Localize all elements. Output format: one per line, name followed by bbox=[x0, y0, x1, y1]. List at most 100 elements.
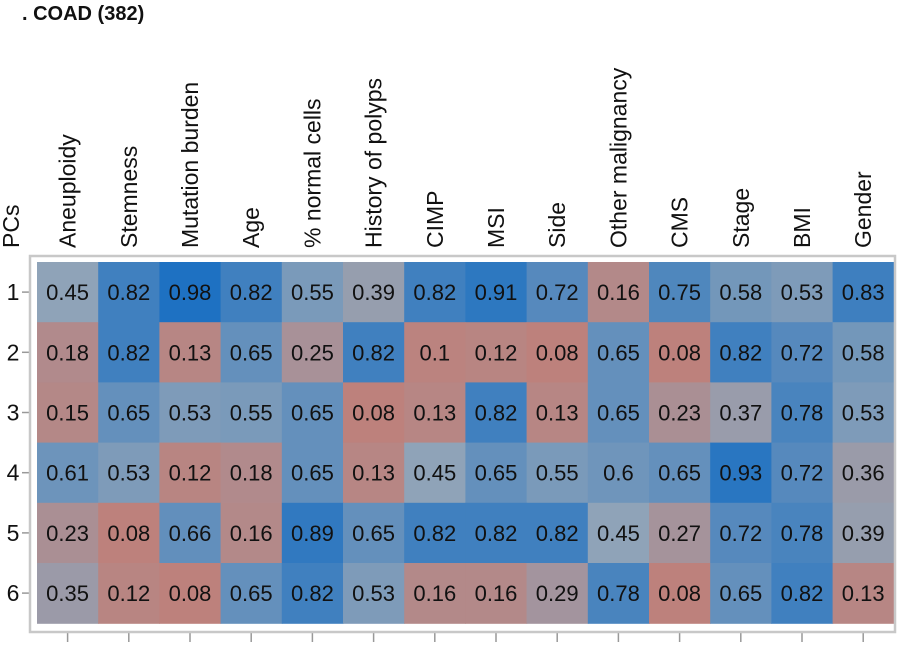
cell-value-label: 0.45 bbox=[597, 521, 640, 546]
cell-value-label: 0.16 bbox=[413, 581, 456, 606]
heatmap-cell bbox=[37, 563, 99, 624]
heatmap-cell bbox=[526, 382, 589, 444]
cell-value-label: 0.39 bbox=[352, 280, 395, 305]
heatmap-cell bbox=[771, 382, 834, 444]
heatmap-cell bbox=[98, 322, 160, 383]
cell-value-label: 0.66 bbox=[169, 521, 212, 546]
heatmap-cell bbox=[649, 563, 711, 624]
heatmap-cell bbox=[465, 322, 528, 383]
heatmap-cell bbox=[587, 262, 650, 323]
chart-title: . COAD (382) bbox=[22, 3, 144, 25]
heatmap-cell bbox=[220, 502, 283, 564]
cell-value-label: 0.82 bbox=[291, 581, 334, 606]
heatmap-cell bbox=[37, 262, 99, 323]
cell-value-label: 0.78 bbox=[781, 401, 824, 426]
heatmap-cell bbox=[343, 442, 405, 504]
cell-value-label: 0.53 bbox=[842, 401, 885, 426]
cell-value-label: 0.58 bbox=[842, 340, 885, 365]
cell-value-label: 0.53 bbox=[169, 401, 212, 426]
column-label: BMI bbox=[789, 207, 815, 248]
heatmap-cell bbox=[832, 262, 895, 323]
heatmap-cell bbox=[281, 563, 344, 624]
cell-value-label: 0.82 bbox=[413, 521, 456, 546]
heatmap-cell bbox=[465, 502, 528, 564]
cell-value-label: 0.82 bbox=[536, 521, 579, 546]
cell-value-label: 0.25 bbox=[291, 340, 334, 365]
column-label: % normal cells bbox=[299, 98, 325, 248]
cell-value-label: 0.08 bbox=[169, 581, 212, 606]
heatmap-cell bbox=[220, 563, 283, 624]
heatmap-cell bbox=[465, 563, 528, 624]
column-label: MSI bbox=[483, 207, 509, 248]
cell-value-label: 0.12 bbox=[169, 461, 212, 486]
cell-value-label: 0.72 bbox=[781, 340, 824, 365]
cell-value-label: 0.45 bbox=[46, 280, 89, 305]
column-label: CIMP bbox=[422, 191, 448, 249]
plot-frame bbox=[28, 254, 897, 634]
heatmap-cell bbox=[771, 502, 834, 564]
cell-value-label: 0.35 bbox=[46, 581, 89, 606]
cell-value-label: 0.1 bbox=[420, 340, 451, 365]
cell-value-label: 0.82 bbox=[413, 280, 456, 305]
cell-value-label: 0.82 bbox=[719, 340, 762, 365]
heatmap-cell bbox=[710, 262, 772, 323]
heatmap-cell bbox=[404, 322, 466, 383]
cell-value-label: 0.08 bbox=[536, 340, 579, 365]
heatmap-cell bbox=[710, 382, 772, 444]
row-label: 1 bbox=[7, 279, 20, 305]
heatmap-cell bbox=[98, 563, 160, 624]
column-label: Age bbox=[238, 207, 264, 248]
column-label: History of polyps bbox=[361, 78, 387, 248]
heatmap-cell bbox=[343, 502, 405, 564]
cell-value-label: 0.65 bbox=[291, 461, 334, 486]
cell-value-label: 0.55 bbox=[536, 461, 579, 486]
cell-value-label: 0.65 bbox=[291, 401, 334, 426]
cell-value-label: 0.78 bbox=[597, 581, 640, 606]
cell-value-label: 0.6 bbox=[603, 461, 634, 486]
heatmap-cell bbox=[832, 322, 895, 383]
heatmap-cell bbox=[465, 382, 528, 444]
heatmap-cell bbox=[159, 442, 222, 504]
heatmap-cell bbox=[526, 322, 589, 383]
cell-value-label: 0.18 bbox=[46, 340, 89, 365]
cell-value-label: 0.82 bbox=[475, 401, 518, 426]
cell-value-label: 0.13 bbox=[352, 461, 395, 486]
heatmap-cell bbox=[343, 322, 405, 383]
heatmap-cell bbox=[37, 382, 99, 444]
cell-value-label: 0.75 bbox=[658, 280, 701, 305]
heatmap-cell bbox=[37, 442, 99, 504]
cell-value-label: 0.08 bbox=[107, 521, 150, 546]
heatmap-cell bbox=[98, 382, 160, 444]
heatmap-cell bbox=[159, 502, 222, 564]
heatmap-cell bbox=[404, 502, 466, 564]
cell-value-label: 0.13 bbox=[413, 401, 456, 426]
heatmap-cell bbox=[526, 442, 589, 504]
heatmap-cell bbox=[649, 262, 711, 323]
row-label: 5 bbox=[7, 520, 20, 546]
cell-value-label: 0.39 bbox=[842, 521, 885, 546]
cell-value-label: 0.82 bbox=[781, 581, 824, 606]
heatmap-cell bbox=[159, 382, 222, 444]
heatmap-cell bbox=[832, 442, 895, 504]
heatmap-cell bbox=[281, 502, 344, 564]
heatmap-cell bbox=[98, 262, 160, 323]
cell-value-label: 0.93 bbox=[719, 461, 762, 486]
cell-value-label: 0.82 bbox=[230, 280, 273, 305]
heatmap-cell bbox=[587, 563, 650, 624]
heatmap-cell bbox=[649, 382, 711, 444]
heatmap-cell bbox=[649, 502, 711, 564]
heatmap-cell bbox=[771, 262, 834, 323]
cell-value-label: 0.65 bbox=[230, 340, 273, 365]
heatmap-cell bbox=[465, 442, 528, 504]
cell-value-label: 0.45 bbox=[413, 461, 456, 486]
heatmap-cell bbox=[710, 563, 772, 624]
heatmap-cells bbox=[37, 262, 895, 624]
column-label: Stage bbox=[728, 188, 754, 248]
cell-value-label: 0.65 bbox=[658, 461, 701, 486]
column-label: CMS bbox=[667, 197, 693, 248]
heatmap-cell bbox=[832, 382, 895, 444]
heatmap-cell bbox=[220, 262, 283, 323]
heatmap-cell bbox=[587, 442, 650, 504]
axis-ticks bbox=[22, 291, 864, 642]
